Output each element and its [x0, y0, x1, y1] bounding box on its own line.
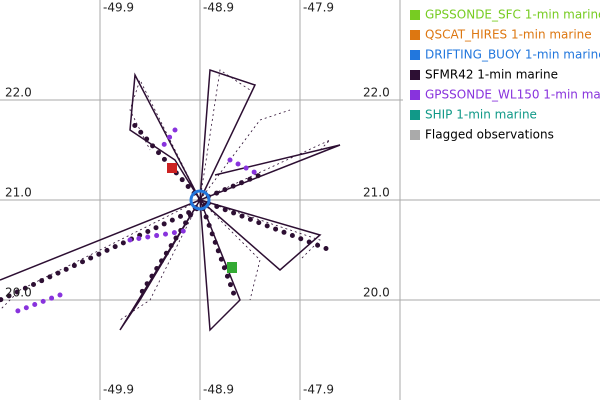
- lon-label: -49.9: [103, 1, 134, 15]
- legend-label: SFMR42 1-min marine: [425, 68, 558, 82]
- lat-label: 21.0: [363, 186, 390, 200]
- legend-swatch: [410, 70, 420, 80]
- axis-labels: -49.9 -49.9 -48.9 -48.9 -47.9 -47.9 22.0 22.0 21…: [5, 1, 390, 397]
- sfc-marker: [227, 262, 237, 273]
- track-dots: [12, 127, 263, 315]
- tracks: [0, 68, 341, 332]
- lon-label: -49.9: [103, 383, 134, 397]
- legend-label: DRIFTING_BUOY 1-min marine: [425, 48, 600, 62]
- track: [129, 68, 341, 203]
- lat-label: 21.0: [5, 186, 32, 200]
- lat-label: 22.0: [5, 86, 32, 100]
- buoy-marker: [189, 189, 211, 211]
- track-dots: [0, 117, 333, 303]
- lon-label: -48.9: [203, 383, 234, 397]
- legend-swatch: [410, 50, 420, 60]
- lat-label: 20.0: [5, 286, 32, 300]
- legend-swatch: [410, 10, 420, 20]
- legend-label: SHIP 1-min marine: [425, 108, 537, 122]
- legend-label: GPSSONDE_WL150 1-min marine: [425, 88, 600, 102]
- lat-label: 20.0: [363, 286, 390, 300]
- lat-label: 22.0: [363, 86, 390, 100]
- legend-label: GPSSONDE_SFC 1-min marine: [425, 8, 600, 22]
- legend-label: Flagged observations: [425, 128, 554, 142]
- legend-swatch: [410, 90, 420, 100]
- qscat-marker: [167, 163, 177, 173]
- legend-swatch: [410, 110, 420, 120]
- legend-swatch: [410, 130, 420, 140]
- legend-label: QSCAT_HIRES 1-min marine: [425, 28, 592, 42]
- legend-swatch: [410, 30, 420, 40]
- lon-label: -47.9: [303, 1, 334, 15]
- wind-barbs: [0, 69, 331, 321]
- lon-label: -47.9: [303, 383, 334, 397]
- lon-label: -48.9: [203, 1, 234, 15]
- legend-background: [403, 0, 600, 150]
- legend: GPSSONDE_SFC 1-min marine QSCAT_HIRES 1-m…: [410, 8, 600, 142]
